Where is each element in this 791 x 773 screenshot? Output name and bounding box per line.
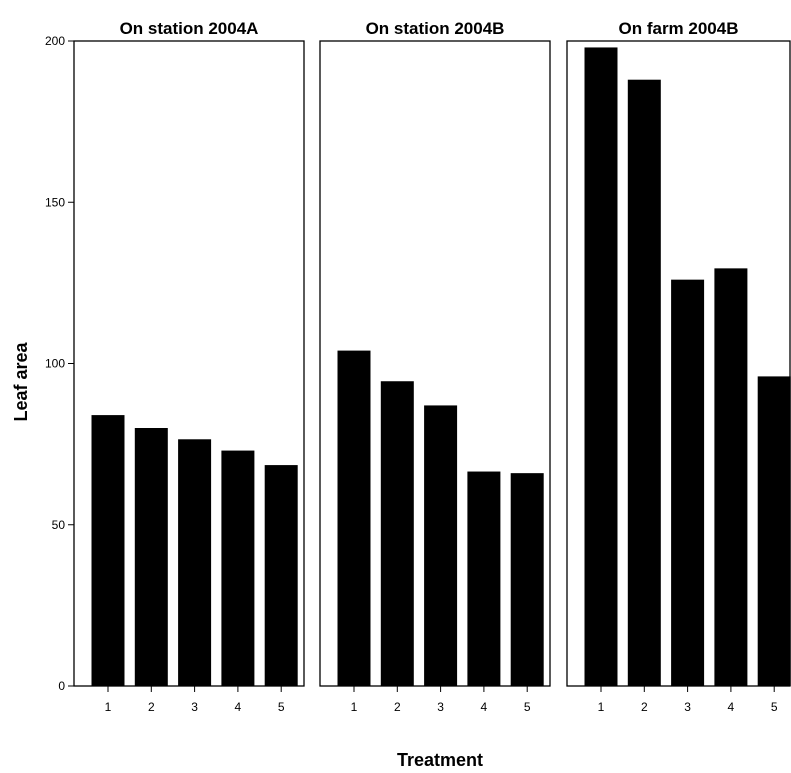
x-tick-label: 5 — [278, 700, 285, 714]
panel-title: On farm 2004B — [619, 19, 739, 38]
bar-5 — [510, 473, 544, 686]
x-tick-label: 2 — [641, 700, 648, 714]
y-tick-label: 50 — [52, 518, 66, 532]
y-tick-label: 150 — [45, 195, 65, 209]
x-tick-label: 4 — [728, 700, 735, 714]
bar-4 — [714, 268, 748, 686]
chart-panels: On station 2004A 1 2 3 4 5 On station 2004B 1 2 3… — [73, 19, 791, 714]
panel-title: On station 2004B — [366, 19, 505, 38]
bar-1 — [337, 350, 371, 686]
bar-4 — [467, 471, 501, 686]
y-axis: 0 50 100 150 200 — [45, 34, 74, 693]
bar-3 — [178, 439, 212, 686]
bar-3 — [424, 405, 458, 686]
x-tick-label: 3 — [191, 700, 198, 714]
x-tick-label: 3 — [684, 700, 691, 714]
y-axis-label: Leaf area — [11, 341, 31, 421]
panel-title: On station 2004A — [120, 19, 259, 38]
x-tick-label: 1 — [351, 700, 358, 714]
x-axis-label: Treatment — [397, 750, 483, 768]
bar-1 — [584, 47, 618, 686]
y-tick-label: 100 — [45, 357, 65, 371]
y-tick-label: 0 — [58, 679, 65, 693]
x-tick-label: 2 — [148, 700, 155, 714]
x-tick-label: 1 — [598, 700, 605, 714]
x-tick-label: 3 — [437, 700, 444, 714]
bar-5 — [264, 465, 298, 686]
bar-1 — [91, 415, 125, 686]
x-tick-label: 1 — [105, 700, 112, 714]
panel-2: On station 2004B 1 2 3 4 5 — [319, 19, 551, 714]
bar-2 — [134, 428, 168, 686]
x-tick-label: 4 — [235, 700, 242, 714]
bar-5 — [757, 376, 791, 686]
x-tick-label: 5 — [771, 700, 778, 714]
x-tick-label: 2 — [394, 700, 401, 714]
y-tick-label: 200 — [45, 34, 65, 48]
bar-4 — [221, 450, 255, 686]
x-tick-label: 5 — [524, 700, 531, 714]
bar-2 — [627, 79, 661, 686]
panel-3: On farm 2004B 1 2 3 4 5 — [566, 19, 791, 714]
bar-3 — [671, 279, 705, 686]
panel-1: On station 2004A 1 2 3 4 5 — [73, 19, 305, 714]
bar-2 — [380, 381, 414, 686]
x-tick-label: 4 — [481, 700, 488, 714]
